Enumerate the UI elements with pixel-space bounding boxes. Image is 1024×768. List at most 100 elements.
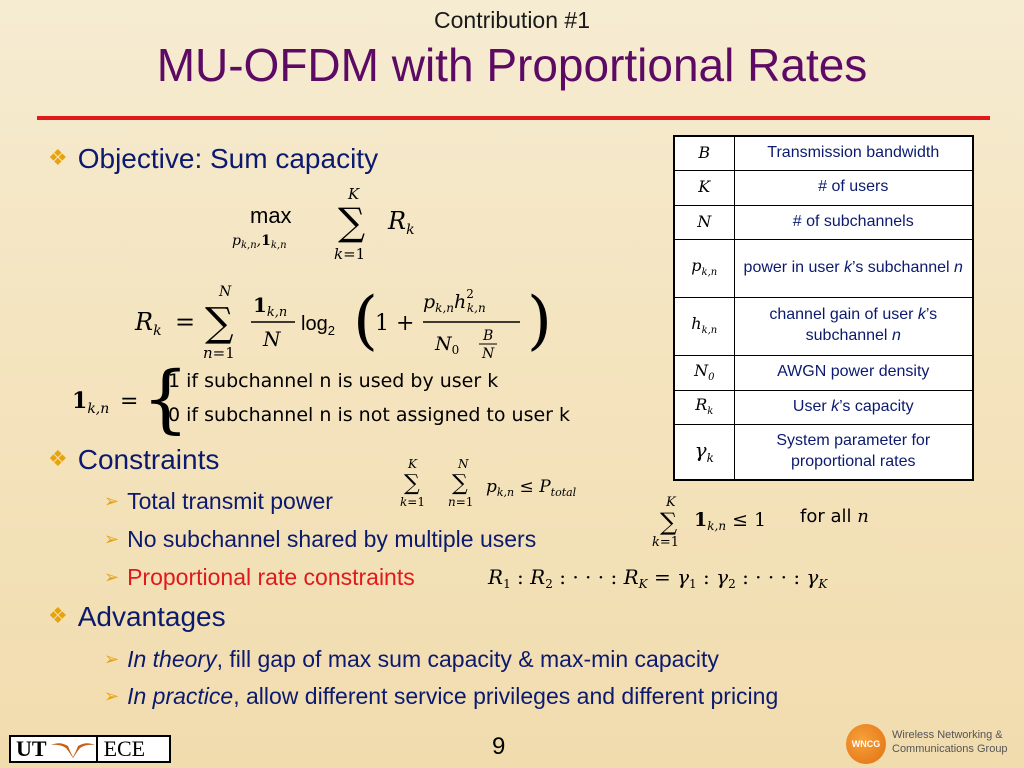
symbol-cell: N0 [673,354,735,391]
svg-text:N: N [218,284,232,300]
description-cell: System parameter for proportional rates [733,423,974,481]
wncg-line1: Wireless Networking & [892,729,1003,741]
svg-text:n=1: n=1 [203,344,235,362]
svg-text:K: K [347,185,360,203]
table-row: hk,n channel gain of user k’s subchannel… [673,296,974,356]
svg-text:1k,n: 1k,n [72,388,109,417]
indicator-case-not: 0 if subchannel n is not assigned to use… [168,404,571,426]
longhorn-icon [50,743,95,758]
svg-text:k=1: k=1 [652,535,679,550]
svg-text:=: = [120,389,138,414]
bullet-advantages: ❖ Advantages [48,601,226,633]
title-divider [37,116,990,120]
bullet-constraints: ❖ Constraints [48,444,219,476]
svg-text:∑: ∑ [452,471,468,496]
slide-title: MU-OFDM with Proportional Rates [156,39,868,91]
slide-subtitle: Contribution #1 [434,7,590,33]
svg-text:∑: ∑ [404,471,420,496]
description-cell: AWGN power density [733,354,974,391]
theory-italic: In theory [127,646,217,672]
svg-text:pk,n ≤ Ptotal: pk,n ≤ Ptotal [486,477,577,499]
symbol-cell: Rk [673,389,735,425]
indicator-case-used: 1 if subchannel n is used by user k [168,370,499,392]
svg-text:N0: N0 [434,333,459,357]
svg-text:N: N [481,346,495,362]
max-formula: max pk,n,1k,n K ∑ k=1 Rk [230,185,430,270]
sub-bullet-practice: ➢ In practice, allow different service pr… [104,683,778,710]
symbol-cell: K [673,169,735,206]
wncg-text: Wireless Networking & Communications Gro… [892,728,1008,756]
theory-rest: , fill gap of max sum capacity & max-min… [216,646,719,672]
arrow-right-icon: ➢ [104,491,120,511]
ece-label: ECE [95,737,152,761]
sub-bullet-subchannel-label: No subchannel shared by multiple users [127,526,537,552]
svg-text:Rk: Rk [134,308,162,339]
table-row: pk,n power in user k’s subchannel n [673,238,974,298]
svg-text:n=1: n=1 [448,495,473,509]
symbol-cell: γk [673,423,735,481]
sub-bullet-power-label: Total transmit power [127,488,333,514]
description-cell: Transmission bandwidth [733,135,974,171]
svg-text:Rk: Rk [387,207,415,238]
description-cell: # of users [733,169,974,206]
rate-formula: Rk = N ∑ n=1 1k,n N log2 ( 1 + pk,nh2 k,n… [134,278,552,368]
proportional-formula: R1 : R2 : · · · : RK = γ1 : γ2 : · · · :… [487,558,908,598]
bullet-advantages-label: Advantages [77,601,226,632]
sub-bullet-proportional: ➢ Proportional rate constraints [104,564,415,591]
svg-text:∑: ∑ [205,300,234,346]
table-row: Rk User k’s capacity [673,389,974,425]
svg-text:k=1: k=1 [334,245,365,263]
diamond-cluster-icon: ❖ [48,446,68,471]
page-number: 9 [492,733,506,760]
symbol-cell: pk,n [673,238,735,298]
svg-text:K: K [665,495,677,510]
description-cell: User k’s capacity [733,389,974,425]
symbol-cell: hk,n [673,296,735,356]
svg-text:K: K [407,457,418,471]
table-row: N # of subchannels [673,204,974,240]
arrow-right-icon: ➢ [104,686,120,706]
ut-ece-logo: UT ECE [9,735,171,763]
sub-bullet-subchannel: ➢ No subchannel shared by multiple users [104,526,536,553]
svg-text:1k,n ≤ 1: 1k,n ≤ 1 [694,509,766,533]
table-row: γk System parameter for proportional rat… [673,423,974,481]
svg-text:B: B [482,328,493,344]
svg-text:log2: log2 [301,313,335,338]
arrow-right-icon: ➢ [104,567,120,587]
svg-text:pk,n,1k,n: pk,n,1k,n [232,233,287,251]
arrow-right-icon: ➢ [104,529,120,549]
arrow-right-icon: ➢ [104,649,120,669]
svg-text:∑: ∑ [338,200,365,244]
svg-text:=: = [175,308,195,336]
symbol-cell: B [673,135,735,171]
bullet-constraints-label: Constraints [77,444,220,475]
table-row: K # of users [673,169,974,206]
ut-label: UT [16,736,47,761]
practice-italic: In practice [127,683,234,709]
description-cell: power in user k’s subchannel n [733,238,974,298]
table-row: B Transmission bandwidth [673,135,974,171]
wncg-circle: WNCG [846,724,886,764]
wncg-line2: Communications Group [892,743,1008,755]
diamond-cluster-icon: ❖ [48,603,68,628]
wncg-logo-icon: WNCG Wireless Networking & Communication… [846,722,1021,766]
bullet-objective: ❖ Objective: Sum capacity [48,143,378,175]
svg-text:N: N [457,457,469,471]
practice-rest: , allow different service privileges and… [233,683,779,709]
subchannel-constraint-formula: K ∑ k=1 1k,n ≤ 1 for all n [652,495,869,550]
svg-text:1 +: 1 + [375,311,414,336]
svg-text:N: N [262,327,282,351]
svg-text:R1 : R2 : · · · : RK = γ1 : γ2: R1 : R2 : · · · : RK = γ1 : γ2 : · · · :… [487,565,828,591]
symbol-table: B Transmission bandwidth K # of users N … [673,135,974,481]
symbol-cell: N [673,204,735,240]
description-cell: channel gain of user k’s subchannel n [733,296,974,356]
svg-text:(: ( [353,284,378,358]
sub-bullet-power: ➢ Total transmit power [104,488,333,515]
svg-text:max: max [250,203,292,228]
svg-text:k=1: k=1 [400,495,425,509]
svg-text:): ) [527,284,552,358]
indicator-definition: 1k,n = { 1 if subchannel n is used by us… [72,356,617,442]
power-constraint-formula: K ∑ k=1 N ∑ n=1 pk,n ≤ Ptotal [400,456,610,514]
bullet-objective-label: Objective: Sum capacity [77,143,379,174]
